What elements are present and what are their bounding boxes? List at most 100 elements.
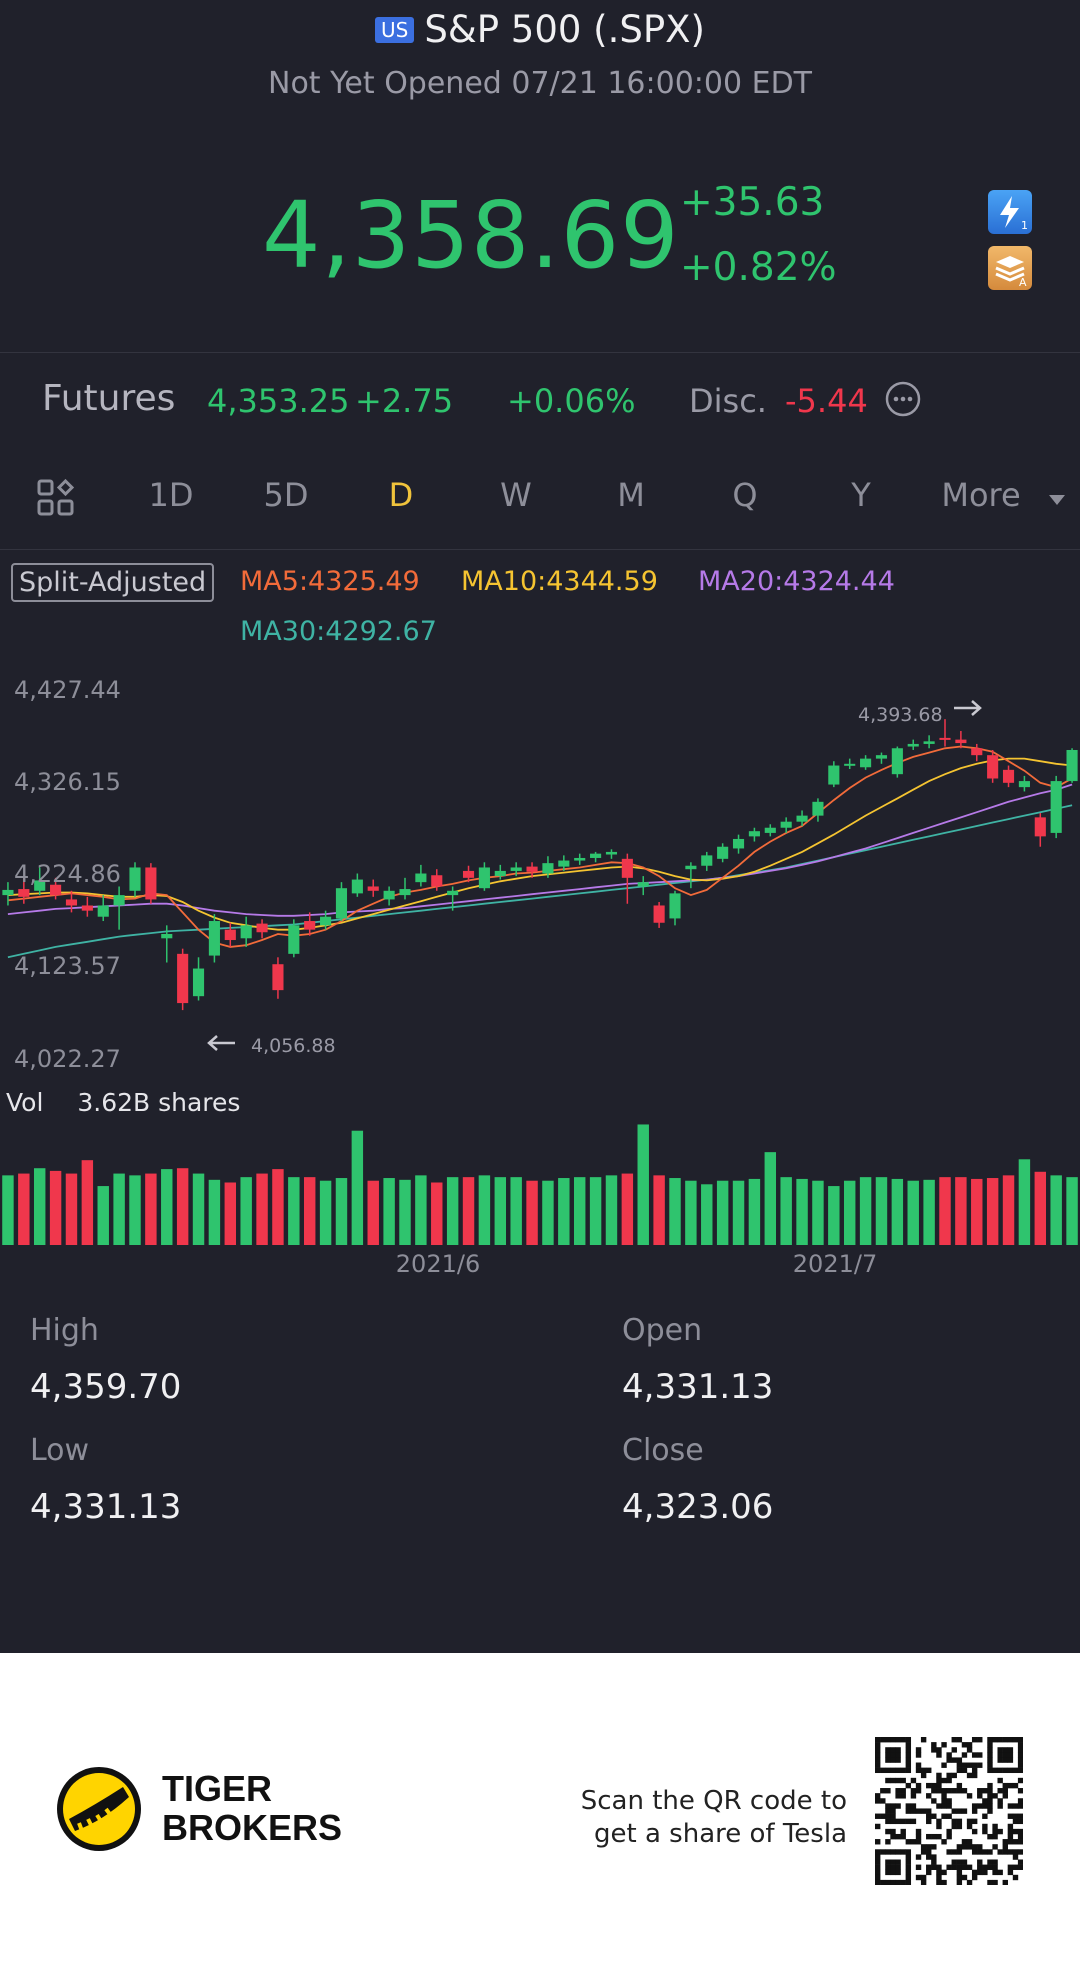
candle-body [828,765,840,785]
candle [415,864,427,887]
qr-module [987,1793,993,1799]
volume-bar [1050,1175,1062,1245]
qr-module [961,1752,968,1758]
futures-row[interactable]: Futures 4,353.25 +2.75 +0.06% Disc. -5.4… [0,378,1080,428]
more-options-icon[interactable] [885,381,921,417]
candle [351,873,363,897]
qr-module [961,1788,968,1794]
candle-body [224,929,236,941]
split-adjusted-toggle[interactable]: Split-Adjusted [11,563,215,602]
volume-bar [510,1177,522,1245]
tab-y[interactable]: Y [851,476,871,514]
qr-module [977,1737,983,1743]
candle-body [431,875,443,887]
low-label: Low [30,1433,90,1468]
qr-module [997,1747,1003,1753]
price-change: +35.63 [680,180,825,225]
qr-module [956,1823,963,1830]
candle-body [145,867,157,900]
candle-body [987,755,999,779]
qr-module [956,1767,963,1774]
qr-module [951,1737,957,1743]
layers-icon[interactable]: A [988,246,1032,290]
qr-module [875,1747,881,1753]
qr-module [875,1757,881,1763]
y-tick-label: 4,224.86 [14,860,121,888]
volume-bar [1018,1159,1031,1245]
qr-module [920,1772,927,1779]
tab-more[interactable]: More [941,476,1021,514]
tab-d[interactable]: D [388,476,414,514]
volume-bar [923,1179,935,1245]
volume-bar [49,1170,62,1245]
candle [399,877,411,900]
qr-module [987,1864,993,1870]
candle-body [50,884,62,896]
chevron-down-icon[interactable] [1048,492,1066,506]
qr-module [987,1782,993,1789]
brand-line-1: TIGER [162,1768,273,1809]
candle-body [923,741,935,744]
qr-module [915,1782,922,1789]
candle-body [780,821,792,828]
qr-module [992,1844,998,1850]
qr-module [951,1808,957,1814]
open-value: 4,331.13 [622,1367,774,1407]
candle-body [526,866,538,872]
volume-bar [18,1173,30,1245]
qr-module [875,1869,881,1876]
x-tick-label: 2021/7 [792,1250,878,1278]
qr-module [931,1833,937,1840]
candle-body [701,855,713,866]
tab-5d[interactable]: 5D [263,476,309,514]
grid-icon[interactable] [36,478,76,518]
qr-module [915,1788,922,1794]
qr-module [931,1844,937,1850]
candle [907,739,919,750]
qr-module [931,1859,937,1865]
qr-module [977,1752,983,1758]
volume-bar [303,1177,316,1245]
tab-w[interactable]: W [500,476,532,514]
volume-bar [828,1186,840,1245]
qr-module [1002,1747,1008,1753]
candle [335,882,348,922]
qr-module [1012,1849,1019,1855]
volume-bar [701,1184,713,1245]
qr-module [915,1864,922,1870]
qr-module [895,1864,901,1870]
candle [113,886,125,930]
qr-module [895,1833,901,1840]
qr-module [931,1747,937,1753]
price-chart[interactable] [0,650,1080,1080]
qr-module [987,1879,993,1885]
volume-bar [33,1168,46,1245]
qr-module [905,1859,912,1865]
tab-1d[interactable]: 1D [148,476,194,514]
candle-body [399,889,411,896]
qr-module [941,1839,947,1845]
qr-module [905,1752,912,1758]
qr-module [1007,1737,1014,1743]
tab-m[interactable]: M [617,476,645,514]
qr-module [890,1767,896,1774]
qr-module [905,1737,912,1743]
qr-module [895,1777,901,1784]
qr-module [885,1777,891,1784]
qr-module [895,1849,901,1855]
qr-module [926,1813,932,1819]
volume-chart[interactable] [0,1120,1080,1245]
share-footer: TIGER BROKERS Scan the QR code to get a … [0,1653,1080,1970]
volume-bar [685,1180,697,1245]
lightning-icon[interactable]: 1 [988,190,1032,234]
qr-module [961,1808,968,1814]
qr-module [936,1752,942,1758]
qr-module [971,1849,978,1855]
candle [955,730,967,749]
brand-name: TIGER BROKERS [162,1769,342,1847]
volume-bar [494,1177,507,1245]
qr-module [875,1737,881,1743]
tab-q[interactable]: Q [732,476,758,514]
volume-bar [97,1186,109,1245]
qr-module [875,1849,881,1855]
